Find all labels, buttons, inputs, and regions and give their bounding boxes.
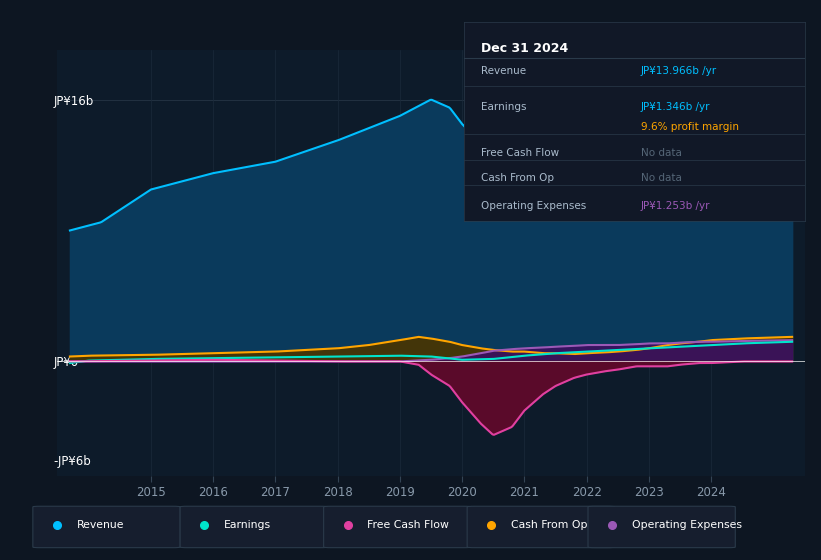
Text: Operating Expenses: Operating Expenses (481, 202, 586, 211)
Text: Earnings: Earnings (481, 102, 526, 112)
FancyBboxPatch shape (323, 506, 471, 548)
Text: Cash From Op: Cash From Op (511, 520, 588, 530)
Text: Earnings: Earnings (224, 520, 271, 530)
Text: 9.6% profit margin: 9.6% profit margin (641, 122, 739, 132)
Text: Free Cash Flow: Free Cash Flow (368, 520, 449, 530)
FancyBboxPatch shape (180, 506, 328, 548)
FancyBboxPatch shape (467, 506, 614, 548)
Text: Revenue: Revenue (76, 520, 124, 530)
Text: JP¥13.966b /yr: JP¥13.966b /yr (641, 66, 718, 76)
Text: Dec 31 2024: Dec 31 2024 (481, 43, 568, 55)
Text: Cash From Op: Cash From Op (481, 174, 554, 184)
Text: JP¥1.253b /yr: JP¥1.253b /yr (641, 202, 710, 211)
Text: No data: No data (641, 148, 682, 158)
Text: No data: No data (641, 174, 682, 184)
FancyBboxPatch shape (33, 506, 180, 548)
Text: JP¥1.346b /yr: JP¥1.346b /yr (641, 102, 710, 112)
Text: Operating Expenses: Operating Expenses (632, 520, 742, 530)
Text: Revenue: Revenue (481, 66, 526, 76)
Text: Free Cash Flow: Free Cash Flow (481, 148, 559, 158)
FancyBboxPatch shape (588, 506, 736, 548)
